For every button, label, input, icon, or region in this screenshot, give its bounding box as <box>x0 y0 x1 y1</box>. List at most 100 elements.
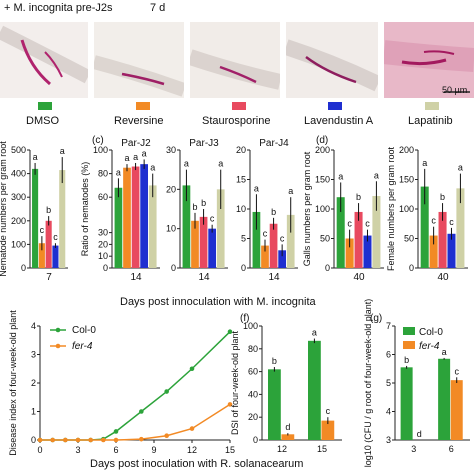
chart-c1-ytick-label: 60 <box>98 192 108 202</box>
micrograph-reversine <box>94 22 184 98</box>
label-lapatinib: Lapatinib <box>408 115 453 127</box>
point-Col-0-7 <box>139 409 144 414</box>
chart-e-xtick-label: 3 <box>75 445 80 455</box>
chart-c2-ytick-label: 30 <box>166 145 176 155</box>
chart-b-ytick-label: 200 <box>11 216 26 226</box>
xtick-c1: 14 <box>130 272 142 283</box>
scale-bar-label: 50 µm <box>442 85 468 95</box>
point-fer-4-3 <box>75 437 81 443</box>
bar-c2-0 <box>182 185 191 268</box>
sig-letter-f-0-1: a <box>312 328 317 338</box>
bar-c3-2 <box>269 223 278 268</box>
point-fer-4-1 <box>50 437 55 443</box>
chart-c3-ytick-label: 20 <box>236 145 246 155</box>
chart-f-ytick-label: 80 <box>248 344 258 354</box>
bar-d1-4 <box>372 196 381 268</box>
legend-label-g-1: fer-4 <box>419 341 440 352</box>
legend-label-fer-4: fer-4 <box>72 341 93 352</box>
sig-letter-b-3: c <box>53 232 58 242</box>
point-fer-4-9 <box>189 426 195 431</box>
chart-c2-ytick-label: 0 <box>171 263 176 273</box>
bar-f-1-1 <box>321 420 335 440</box>
sig-letter-c2-2: b <box>201 198 206 208</box>
chart-c3-ytick-label: 5 <box>241 234 246 244</box>
chart-e-ylabel: Disease index of four-week-old plant <box>8 310 18 456</box>
bar-c2-1 <box>191 220 199 268</box>
chart-e-ytick-label: 4 <box>31 321 36 331</box>
sig-letter-c2-0: a <box>184 159 189 169</box>
xtick-f-0: 12 <box>277 444 287 454</box>
sig-letter-d2-0: a <box>422 158 427 168</box>
chart-b-ylabel: Nematode numbers per gram root <box>0 141 8 277</box>
chart-c2-ytick-label: 20 <box>166 184 176 194</box>
point-fer-4-8 <box>164 433 169 439</box>
chart-e-xtick-label: 12 <box>187 445 197 455</box>
point-Col-0-1 <box>50 437 55 443</box>
sig-letter-c1-4: a <box>150 163 155 173</box>
swatch-lavendustin <box>328 102 342 110</box>
sig-letter-d1-2: b <box>356 192 361 202</box>
bar-c1-0 <box>114 187 123 268</box>
bar-c1-1 <box>123 167 131 268</box>
bar-d1-2 <box>354 211 363 268</box>
micrograph-lavendustin <box>286 22 378 98</box>
chart-f-ytick-label: 60 <box>248 367 258 377</box>
bar-g-1-1 <box>450 380 463 440</box>
sig-letter-c2-4: a <box>218 159 223 169</box>
point-fer-4-5 <box>101 437 106 443</box>
chart-g-ytick-label: 5 <box>386 378 391 388</box>
sig-letter-d2-3: c <box>449 217 454 227</box>
micrograph-staurosporine <box>190 22 280 98</box>
chart-c3-ytick-label: 10 <box>236 204 246 214</box>
chart-c1-ylabel: Ratio of nematodes (%) <box>80 162 90 257</box>
chart-d2-ylabel: Female numbers per gram root <box>386 146 396 271</box>
sig-letter-c2-1: b <box>192 202 197 212</box>
sig-letter-d2-4: a <box>458 163 463 173</box>
chart-e-xtick-label: 9 <box>151 445 156 455</box>
point-fer-4-7 <box>139 436 144 442</box>
chart-c1-ytick-label: 20 <box>98 239 108 249</box>
xtick-c2: 14 <box>198 272 210 283</box>
chart-d1-ylabel: Galls numbers per gram root <box>302 151 312 266</box>
point-Col-0-5 <box>101 436 106 442</box>
xlabel-row3: Days post inoculation with R. solanacear… <box>90 458 304 470</box>
bar-c3-3 <box>278 250 286 268</box>
chart-c1-title: Par-J2 <box>121 138 151 149</box>
xtick-d2: 40 <box>437 272 449 283</box>
chart-e-xtick-label: 15 <box>225 445 235 455</box>
sig-letter-g-1-1: c <box>454 366 459 376</box>
chart-e-xtick-label: 6 <box>113 445 118 455</box>
sig-letter-d1-3: c <box>365 219 370 229</box>
chart-b-ytick-label: 500 <box>11 145 26 155</box>
panel-label-f: (f) <box>240 313 250 324</box>
sig-letter-f-1-0: d <box>285 422 290 432</box>
legend-swatch-g-1 <box>403 341 415 349</box>
point-Col-0-2 <box>63 437 68 443</box>
sig-letter-g-1-0: d <box>417 429 422 439</box>
point-Col-0-9 <box>189 366 195 372</box>
treatment-header: + M. incognita pre-J2s <box>4 2 113 14</box>
chart-c1-ytick-label: 100 <box>93 145 108 155</box>
bar-c3-1 <box>261 245 269 268</box>
chart-d2-ytick-label: 100 <box>399 204 414 214</box>
chart-d1-ytick-label: 50 <box>320 234 330 244</box>
chart-d2-ytick-label: 200 <box>399 145 414 155</box>
chart-f-ytick-label: 0 <box>253 435 258 445</box>
xtick-g-1: 6 <box>449 444 454 454</box>
chart-c3-ytick-label: 15 <box>236 175 246 185</box>
chart-c3-ytick-label: 0 <box>241 263 246 273</box>
sig-letter-c1-2: a <box>133 152 138 162</box>
bar-c1-2 <box>131 166 140 268</box>
bar-d2-2 <box>438 211 447 268</box>
xtick-f-1: 15 <box>317 444 327 454</box>
chart-b-ytick-label: 0 <box>21 263 26 273</box>
chart-g-ytick-label: 6 <box>386 350 391 360</box>
sig-letter-b-2: b <box>46 205 51 215</box>
point-fer-4-10 <box>227 402 233 407</box>
bar-b-4 <box>59 170 66 268</box>
treatment-label: + M. incognita pre-J2s <box>4 2 113 14</box>
bar-c3-0 <box>252 211 261 268</box>
sig-letter-d2-1: c <box>431 216 436 226</box>
xtick-b: 7 <box>46 272 52 283</box>
bar-d1-3 <box>363 235 372 268</box>
